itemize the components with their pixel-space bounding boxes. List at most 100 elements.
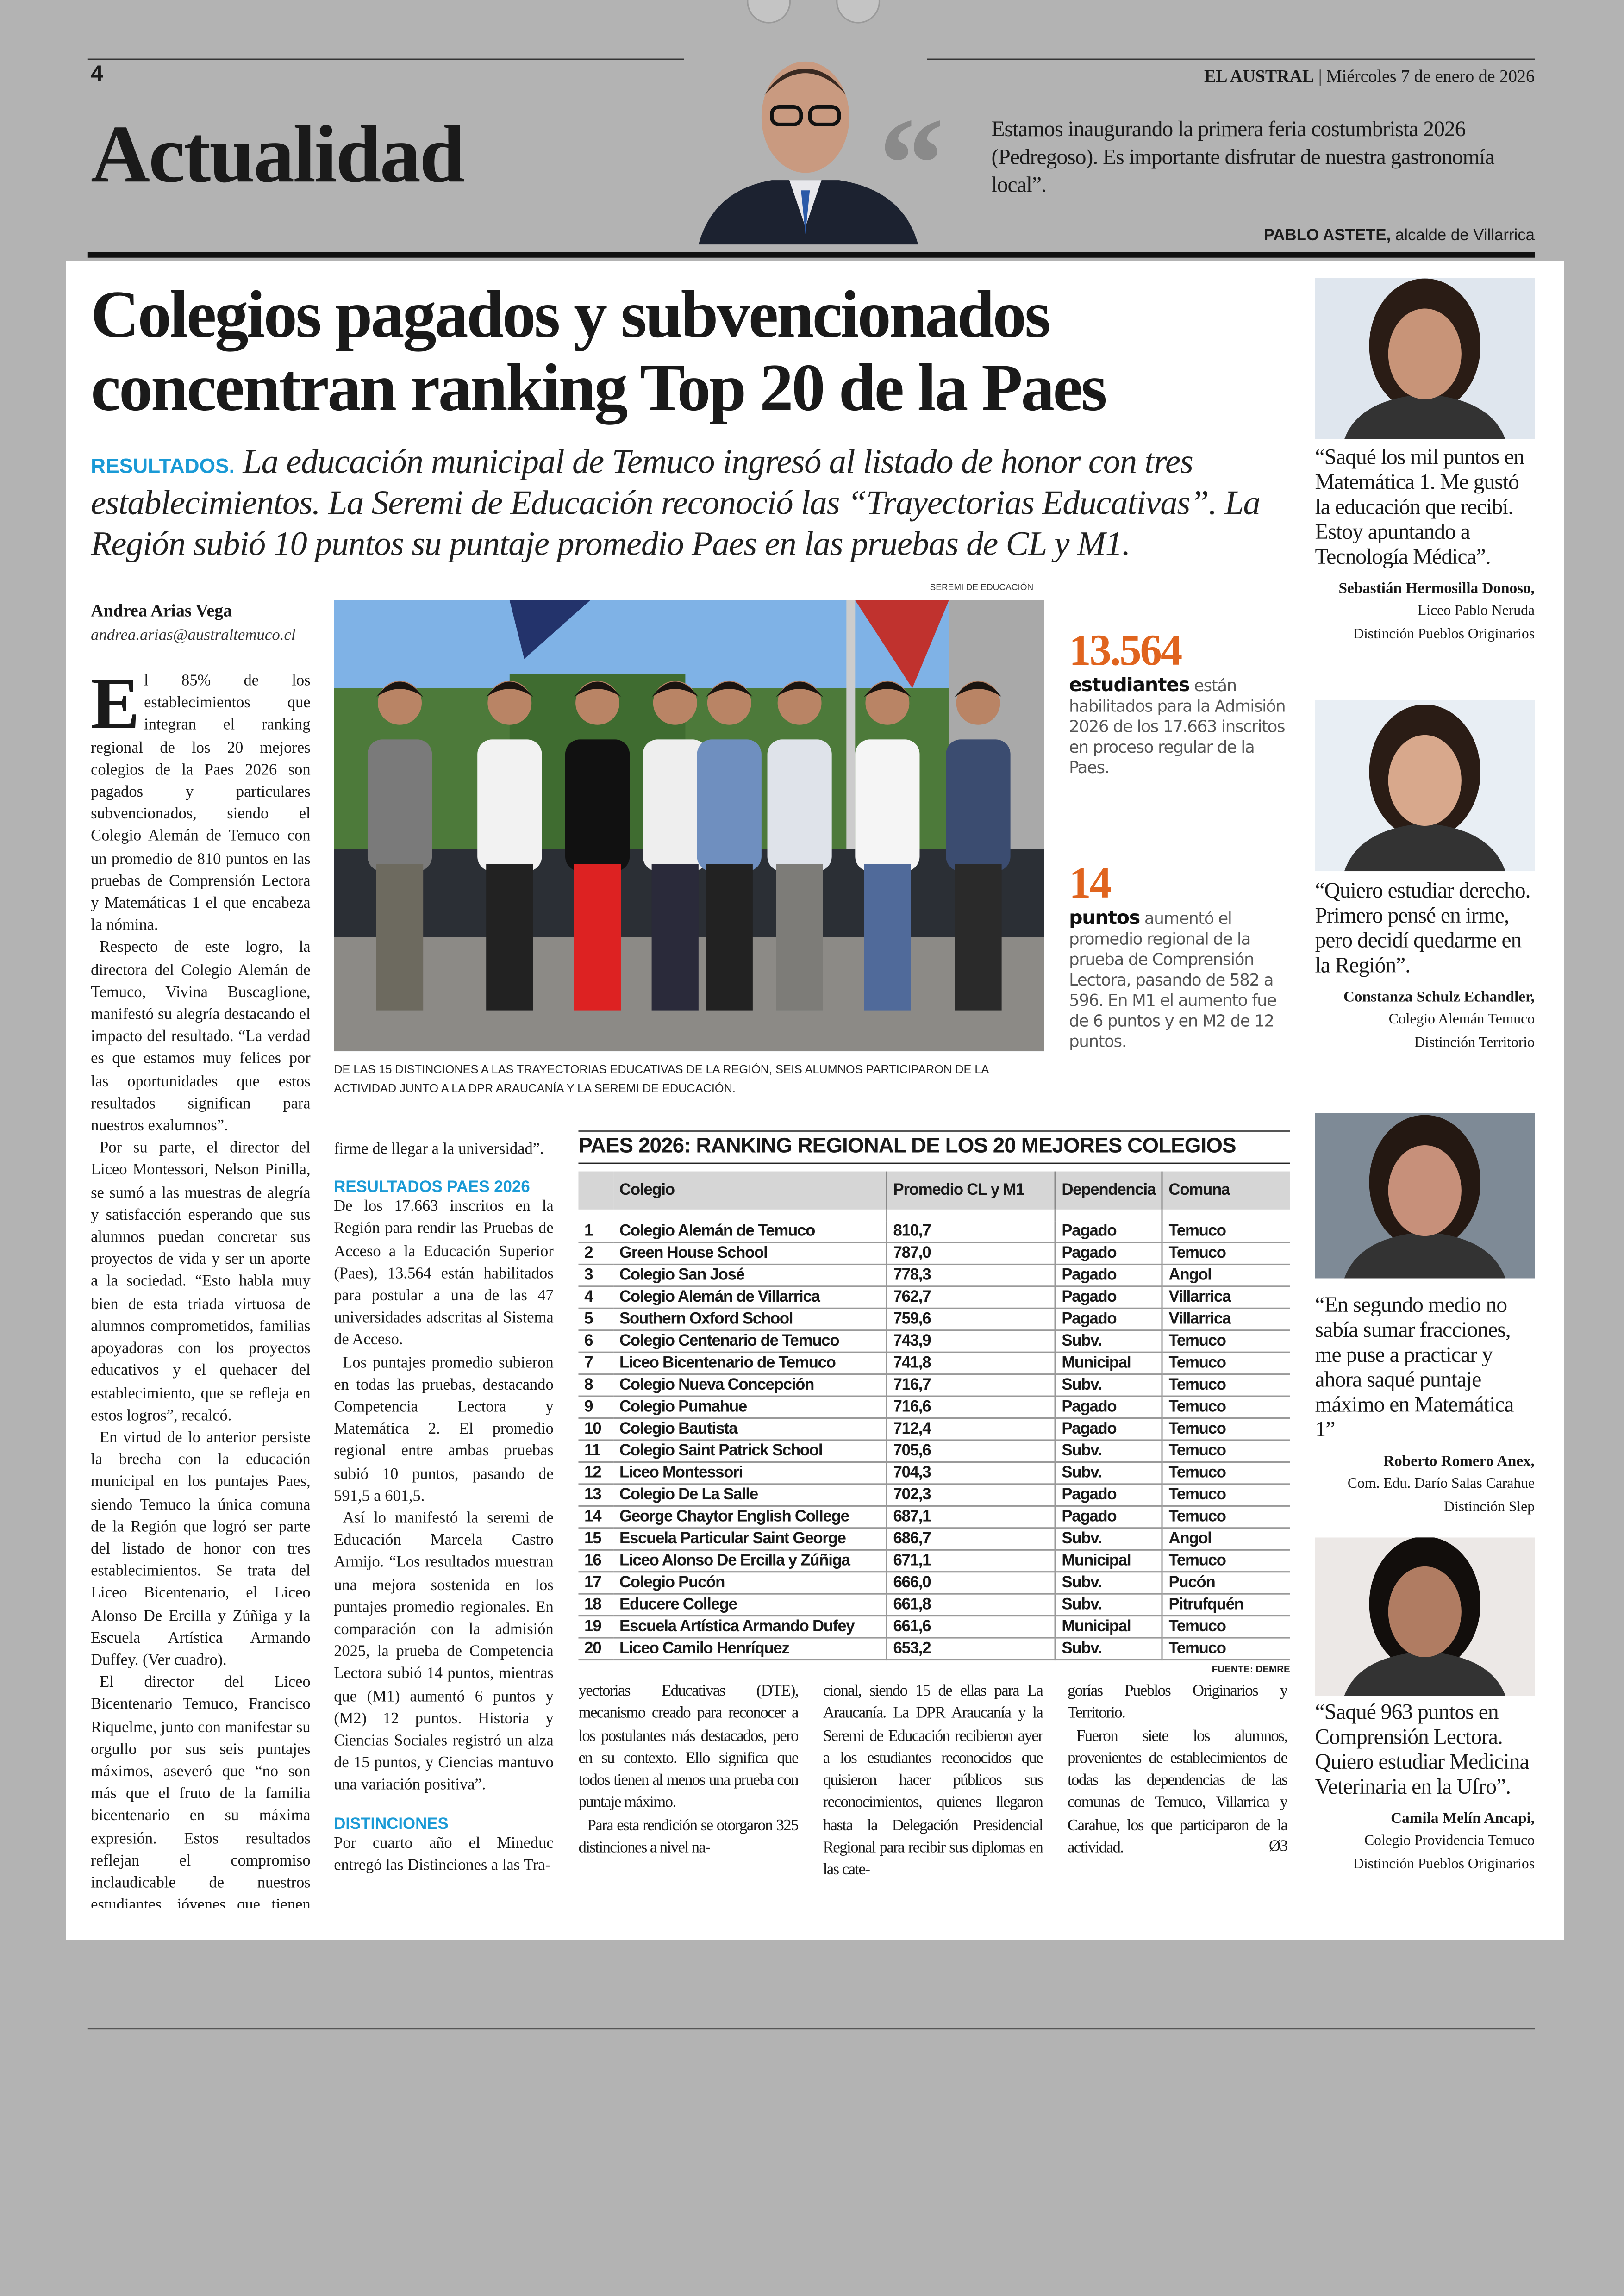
stat-number: 14 xyxy=(1069,859,1112,908)
testimonial-school: Colegio Providencia Temuco xyxy=(1364,1833,1535,1850)
table-row: 4 Colegio Alemán de Villarrica 762,7 Pagado… xyxy=(578,1286,1290,1309)
byline: Andrea Arias Vega xyxy=(91,600,232,621)
section-title: Actualidad xyxy=(91,110,465,201)
commune-cell: Temuco xyxy=(1162,1506,1290,1529)
rank-cell: 16 xyxy=(578,1550,614,1573)
score-cell: 810,7 xyxy=(887,1221,1056,1243)
person-torso xyxy=(697,739,762,872)
testimonial-name: Sebastián Hermosilla Donoso, xyxy=(1338,581,1535,598)
header-quote-author: PABLO ASTETE, alcalde de Villarrica xyxy=(1264,227,1535,244)
dependency-cell: Pagado xyxy=(1055,1418,1163,1441)
stat-lead: puntos xyxy=(1069,908,1140,930)
person-head xyxy=(575,680,620,725)
dependency-cell: Pagado xyxy=(1055,1484,1163,1507)
paragraph: gorías Pueblos Originarios y Territorio. xyxy=(1067,1682,1287,1722)
commune-cell: Temuco xyxy=(1162,1221,1290,1243)
commune-cell: Temuco xyxy=(1162,1440,1290,1463)
score-cell: 716,7 xyxy=(887,1374,1056,1397)
subheading: RESULTADOS PAES 2026 xyxy=(334,1179,530,1197)
article-column-2: firme de llegar a la universidad”. RESULT… xyxy=(334,1139,553,1908)
dependency-cell: Pagado xyxy=(1055,1264,1163,1287)
bottom-rule xyxy=(87,2028,1535,2030)
person-torso xyxy=(946,739,1011,872)
dependency-cell: Pagado xyxy=(1055,1506,1163,1529)
school-cell: Colegio Bautista xyxy=(613,1418,887,1441)
person-torso xyxy=(767,739,832,872)
table-row: 17 Colegio Pucón 666,0 Subv. Pucón xyxy=(578,1572,1290,1595)
stat-block-1: 13.564 estudiantes están habilitados par… xyxy=(1069,627,1288,779)
dependency-cell: Pagado xyxy=(1055,1308,1163,1331)
paragraph: Por cuarto año el Mineduc entregó las Di… xyxy=(334,1834,554,1874)
school-cell: Educere College xyxy=(613,1594,887,1617)
table-row: 5 Southern Oxford School 759,6 Pagado Villar… xyxy=(578,1308,1290,1331)
person-hair xyxy=(574,681,621,697)
score-cell: 686,7 xyxy=(887,1528,1056,1551)
school-cell: Colegio Pumahue xyxy=(613,1396,887,1419)
school-cell: Colegio De La Salle xyxy=(613,1484,887,1507)
author-email[interactable]: andrea.arias@australtemuco.cl xyxy=(91,626,296,644)
testimonial-name: Roberto Romero Anex, xyxy=(1383,1454,1535,1470)
paragraph: Para esta rendición se otorgaron 325 dis… xyxy=(578,1816,798,1857)
testimonial-name: Constanza Schulz Echandler, xyxy=(1343,990,1535,1006)
dependency-cell: Pagado xyxy=(1055,1286,1163,1309)
school-cell: Liceo Alonso De Ercilla y Zúñiga xyxy=(613,1550,887,1573)
commune-cell: Temuco xyxy=(1162,1638,1290,1661)
testimonial: “Saqué los mil puntos en Matemática 1. M… xyxy=(1315,447,1538,646)
masthead: EL AUSTRAL | Miércoles 7 de enero de 202… xyxy=(1204,66,1535,87)
testimonial-distinction: Distinción Territorio xyxy=(1414,1034,1535,1051)
person-head xyxy=(707,680,751,725)
school-cell: Green House School xyxy=(613,1242,887,1266)
person-hair xyxy=(955,681,1002,697)
score-cell: 741,8 xyxy=(887,1352,1056,1375)
next-page-button[interactable] xyxy=(836,0,881,24)
table-row: 7 Liceo Bicentenario de Temuco 741,8 Munici… xyxy=(578,1352,1290,1375)
column-header xyxy=(578,1171,614,1210)
rank-cell: 1 xyxy=(578,1221,614,1243)
rank-cell: 7 xyxy=(578,1352,614,1375)
ranking-title: PAES 2026: RANKING REGIONAL DE LOS 20 ME… xyxy=(578,1130,1290,1164)
previous-page-button[interactable] xyxy=(747,0,791,24)
school-cell: Colegio Alemán de Temuco xyxy=(613,1221,887,1243)
article-column-4: cional, siendo 15 de ellas para La Arauc… xyxy=(823,1681,1043,1889)
table-row: 9 Colegio Pumahue 716,6 Pagado Temuco xyxy=(578,1396,1290,1419)
person-legs xyxy=(955,864,1002,1011)
rank-cell: 12 xyxy=(578,1462,614,1485)
commune-cell: Temuco xyxy=(1162,1242,1290,1266)
author-name: PABLO ASTETE, xyxy=(1263,227,1391,245)
testimonial-portrait xyxy=(1315,700,1535,872)
article-headline: Colegios pagados y subvencionados concen… xyxy=(91,276,1107,425)
dependency-cell: Subv. xyxy=(1055,1374,1163,1397)
rank-cell: 11 xyxy=(578,1440,614,1463)
school-cell: Colegio Saint Patrick School xyxy=(613,1440,887,1463)
table-row: 13 Colegio De La Salle 702,3 Pagado Temuco xyxy=(578,1484,1290,1507)
stat-text: estudiantes están habilitados para la Ad… xyxy=(1069,676,1288,779)
dependency-cell: Subv. xyxy=(1055,1594,1163,1617)
dependency-cell: Municipal xyxy=(1055,1616,1163,1639)
score-cell: 716,6 xyxy=(887,1396,1056,1419)
testimonial-name: Camila Melín Ancapi, xyxy=(1391,1811,1535,1828)
score-cell: 712,4 xyxy=(887,1418,1056,1441)
commune-cell: Temuco xyxy=(1162,1396,1290,1419)
paragraph: Por su parte, el director del Liceo Mont… xyxy=(91,1139,311,1424)
quote-marks-icon: “ xyxy=(878,92,945,237)
school-cell: Colegio Centenario de Temuco xyxy=(613,1330,887,1353)
table-row: 15 Escuela Particular Saint George 686,7 Su… xyxy=(578,1528,1290,1551)
paragraph: yectorias Educativas (DTE), mecanismo cr… xyxy=(578,1682,798,1812)
score-cell: 661,6 xyxy=(887,1616,1056,1639)
column-header: Dependencia xyxy=(1055,1171,1163,1210)
flag xyxy=(855,600,949,688)
paragraph: El director del Liceo Bicentenario Temuc… xyxy=(91,1673,311,1908)
stat-desc: aumentó el promedio regional de la prueb… xyxy=(1069,909,1277,1052)
spacer-cell xyxy=(578,1210,613,1221)
rank-cell: 3 xyxy=(578,1264,614,1287)
rank-cell: 8 xyxy=(578,1374,614,1397)
dependency-cell: Subv. xyxy=(1055,1528,1163,1551)
commune-cell: Villarrica xyxy=(1162,1286,1290,1309)
stat-block-2: 14 puntos aumentó el promedio regional d… xyxy=(1069,860,1288,1053)
article-column-5: gorías Pueblos Originarios y Territorio.… xyxy=(1068,1681,1287,1889)
column-header: Comuna xyxy=(1162,1171,1290,1210)
paragraph: De los 17.663 inscritos en la Región par… xyxy=(334,1198,554,1349)
testimonial-distinction: Distinción Pueblos Originarios xyxy=(1353,1856,1535,1872)
rank-cell: 10 xyxy=(578,1418,614,1441)
